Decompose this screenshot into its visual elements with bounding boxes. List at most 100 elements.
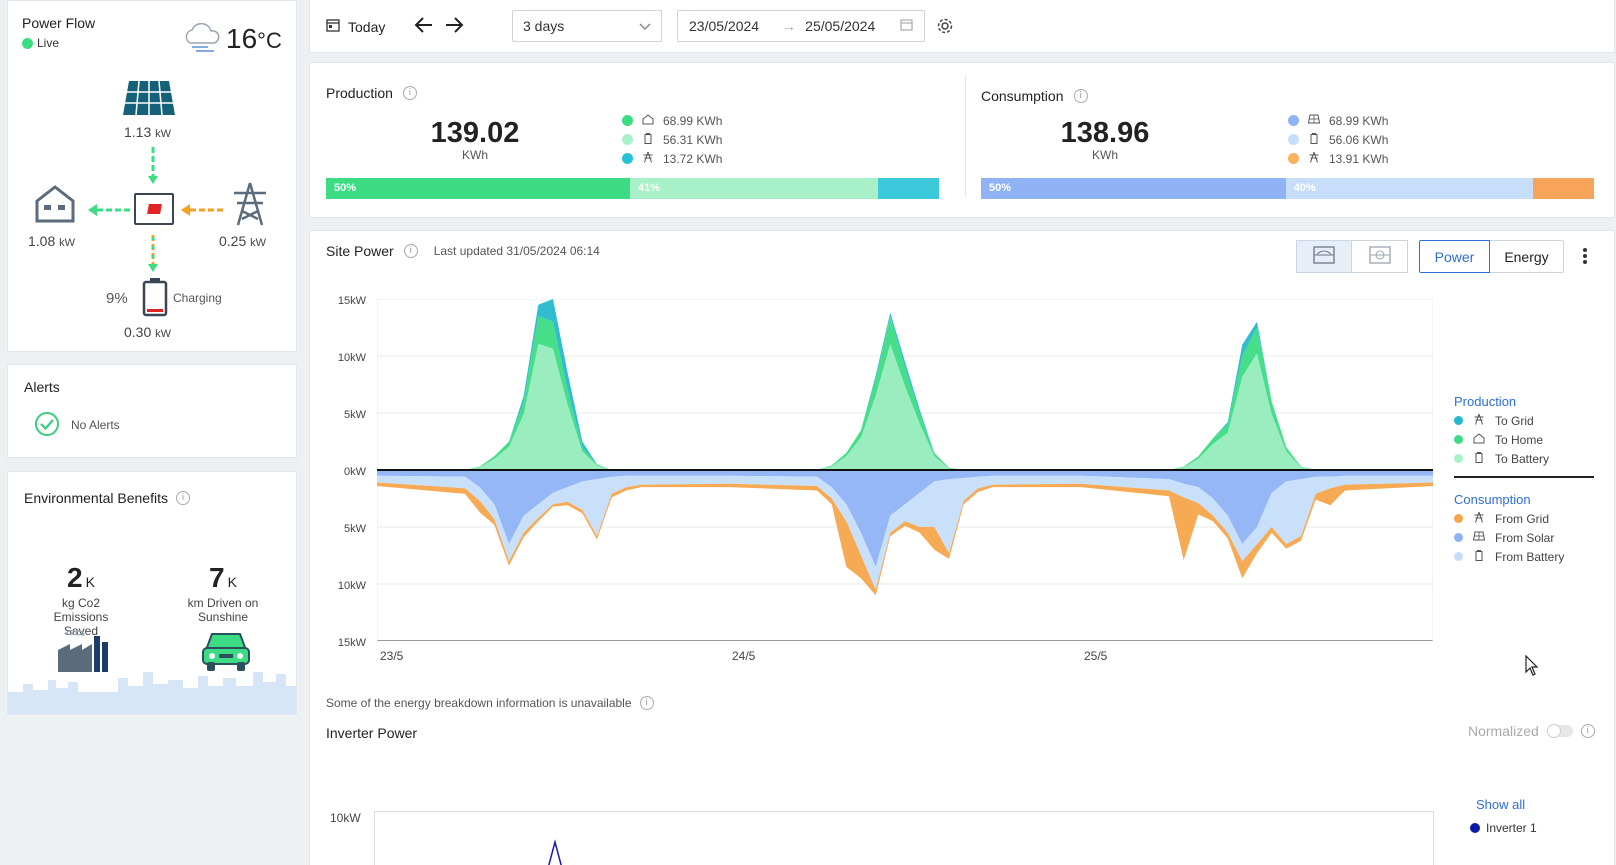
legend-label: From Battery <box>1495 549 1565 564</box>
divider <box>965 75 966 197</box>
legend-item[interactable]: To Grid <box>1454 411 1604 430</box>
production-bar-segment[interactable]: 41% <box>630 178 879 199</box>
site-power-header: Site Power i Last updated 31/05/2024 06:… <box>326 243 600 259</box>
inverter-legend-item[interactable]: Inverter 1 <box>1470 821 1537 835</box>
energy-button[interactable]: Energy <box>1490 240 1564 273</box>
inverter-chart[interactable] <box>374 811 1434 865</box>
y-tick-label: 5kW <box>344 523 366 535</box>
stacked-chart-icon <box>1313 246 1335 267</box>
show-all-link[interactable]: Show all <box>1476 797 1526 812</box>
car-icon <box>200 628 252 677</box>
info-icon[interactable]: i <box>175 491 190 505</box>
legend-dot <box>622 115 633 126</box>
inverter-y-tick: 10kW <box>330 811 361 825</box>
normalized-toggle[interactable]: Normalized i <box>1468 723 1595 739</box>
site-power-panel: Site Power i Last updated 31/05/2024 06:… <box>309 230 1615 865</box>
breakdown-note: Some of the energy breakdown information… <box>326 696 654 710</box>
y-tick-label: 15kW <box>337 637 366 649</box>
consumption-value: 68.99 KWh <box>1329 113 1389 128</box>
legend-dot <box>1454 454 1463 463</box>
legend-dot <box>1454 435 1463 444</box>
gear-icon[interactable] <box>936 17 954 38</box>
production-item: 68.99 KWh <box>622 111 722 130</box>
info-icon[interactable]: i <box>639 696 654 710</box>
legend-label: From Solar <box>1495 530 1555 545</box>
legend-dot <box>1288 115 1299 126</box>
solar-panel-icon <box>123 80 175 120</box>
alerts-title: Alerts <box>24 379 60 395</box>
power-flow-title: Power Flow <box>22 15 96 31</box>
more-options-icon[interactable] <box>1582 247 1588 268</box>
consumption-bar-segment[interactable]: 50% <box>981 178 1286 199</box>
arrow-left-icon[interactable] <box>414 16 434 37</box>
battery-icon <box>1473 451 1485 466</box>
city-skyline-illustration <box>8 642 296 714</box>
battery-icon <box>142 277 168 320</box>
legend-item[interactable]: From Solar <box>1454 528 1604 547</box>
series-area-from-battery[interactable] <box>377 475 1433 590</box>
stacked-view-button[interactable] <box>1296 240 1352 273</box>
legend-dot <box>1288 134 1299 145</box>
mouse-cursor-icon <box>1525 654 1539 680</box>
date-from[interactable]: 23/05/2024 <box>689 18 760 34</box>
range-select[interactable]: 3 days <box>512 10 662 42</box>
consumption-bar-segment[interactable] <box>1532 178 1594 199</box>
production-total: 139.02 KWh <box>430 117 520 162</box>
mode-toggle: Power Energy <box>1419 240 1564 273</box>
legend-dot <box>622 153 633 164</box>
info-icon[interactable]: i <box>403 244 418 258</box>
solar-flow-arrow <box>148 147 158 188</box>
legend-item[interactable]: To Home <box>1454 430 1604 449</box>
site-power-chart[interactable] <box>377 299 1433 641</box>
legend-dot <box>1454 552 1463 561</box>
grid-tower-icon <box>1473 413 1485 428</box>
inverter-series-line <box>548 839 562 865</box>
production-title: Production <box>326 85 393 101</box>
live-indicator: Live <box>22 36 59 50</box>
factory-icon <box>56 622 110 677</box>
y-axis: 15kW 10kW 5kW 0kW 5kW 10kW 15kW <box>326 295 366 649</box>
production-bar-segment[interactable] <box>878 178 939 199</box>
power-button[interactable]: Power <box>1419 240 1490 273</box>
legend-label: To Battery <box>1495 451 1550 466</box>
info-icon[interactable]: i <box>1073 89 1088 103</box>
y-tick-label: 10kW <box>337 352 366 364</box>
legend-item[interactable]: To Battery <box>1454 449 1604 468</box>
grid-tower-icon <box>1308 151 1320 166</box>
production-breakdown: 68.99 KWh 56.31 KWh 13.72 KWh <box>622 111 722 168</box>
legend-production-title: Production <box>1454 394 1517 409</box>
alerts-panel: Alerts No Alerts <box>7 364 297 458</box>
consumption-item: 68.99 KWh <box>1288 111 1388 130</box>
info-icon[interactable]: i <box>1580 724 1595 738</box>
legend-item[interactable]: From Grid <box>1454 509 1604 528</box>
series-area-to-battery[interactable] <box>377 343 1433 470</box>
grid-flow-arrow <box>181 204 223 219</box>
date-range-picker[interactable]: 23/05/2024 → 25/05/2024 <box>677 10 925 42</box>
grid-tower-icon <box>230 181 270 230</box>
production-header: Production i <box>326 85 417 101</box>
consumption-header: Consumption i <box>981 88 1088 104</box>
today-button[interactable]: Today <box>326 18 385 35</box>
chart-legend: Production To Grid To Home To Battery Cons… <box>1454 394 1604 566</box>
legend-item[interactable]: From Battery <box>1454 547 1604 566</box>
legend-dot <box>1454 514 1463 523</box>
info-icon[interactable]: i <box>402 86 417 100</box>
production-bar-segment[interactable]: 50% <box>326 178 631 199</box>
date-to[interactable]: 25/05/2024 <box>805 18 876 34</box>
battery-icon <box>1308 132 1320 147</box>
calendar-icon <box>326 18 340 35</box>
legend-dot <box>1454 416 1463 425</box>
solar-power-value: 1.13 kW <box>124 124 172 140</box>
grid-tower-icon <box>1473 511 1485 526</box>
split-view-button[interactable] <box>1352 240 1408 273</box>
arrow-right-icon[interactable] <box>444 16 464 37</box>
toggle-switch[interactable] <box>1546 724 1573 738</box>
consumption-bar-segment[interactable]: 40% <box>1285 178 1533 199</box>
x-tick-label: 23/5 <box>380 649 404 663</box>
series-area-from-solar[interactable] <box>377 470 1433 567</box>
consumption-item: 13.91 KWh <box>1288 149 1388 168</box>
series-area-from-grid[interactable] <box>377 482 1433 596</box>
view-toggle <box>1296 240 1408 273</box>
env-header: Environmental Benefits i <box>24 490 190 506</box>
